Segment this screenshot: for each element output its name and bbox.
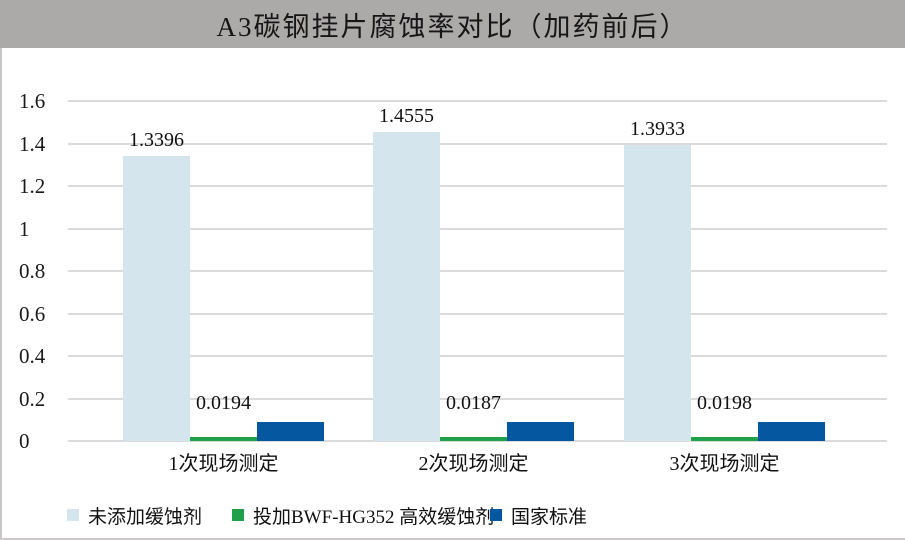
legend-item-series1: 投加BWF-HG352 高效缓蚀剂 bbox=[232, 505, 494, 528]
legend-swatch-series0 bbox=[67, 509, 79, 521]
gridline-0.6 bbox=[68, 312, 887, 315]
gridline-1.2 bbox=[68, 185, 887, 187]
bar-series0-cat1 bbox=[373, 131, 440, 441]
chart-title-band: A3碳钢挂片腐蚀率对比（加药前后） bbox=[0, 0, 905, 48]
y-tick-label-0.8: 0.8 bbox=[19, 259, 46, 283]
value-label-series0-cat0: 1.3396 bbox=[129, 129, 184, 152]
value-label-series1-cat1: 0.0187 bbox=[446, 392, 501, 415]
gridline-0.8 bbox=[68, 270, 887, 272]
gridline-0.4 bbox=[68, 355, 887, 357]
bar-series1-cat2 bbox=[691, 436, 758, 441]
value-label-series0-cat2: 1.3933 bbox=[630, 117, 685, 140]
legend-label-series2: 国家标准 bbox=[511, 506, 588, 528]
y-tick-label-1.4: 1.4 bbox=[19, 131, 46, 156]
legend-item-series2: 国家标准 bbox=[490, 505, 587, 528]
gridline-1.6 bbox=[68, 100, 887, 102]
bar-series0-cat2 bbox=[624, 144, 691, 441]
category-label-1: 1次现场测定 bbox=[168, 453, 279, 475]
legend-label-series1: 投加BWF-HG352 高效缓蚀剂 bbox=[253, 506, 495, 528]
y-tick-label-0.2: 0.2 bbox=[19, 386, 46, 411]
category-label-3: 3次现场测定 bbox=[669, 453, 780, 475]
bar-series2-cat1 bbox=[507, 421, 574, 441]
y-tick-label-1: 1 bbox=[19, 216, 30, 241]
gridline-0.2 bbox=[68, 397, 887, 400]
chart-title: A3碳钢挂片腐蚀率对比（加药前后） bbox=[216, 11, 689, 42]
legend-label-series0: 未添加缓蚀剂 bbox=[88, 506, 203, 528]
bar-series1-cat0 bbox=[190, 436, 257, 441]
bar-series2-cat2 bbox=[758, 421, 825, 441]
y-tick-label-0.4: 0.4 bbox=[19, 344, 46, 368]
window-bottom-edge bbox=[0, 538, 905, 540]
gridline-1.4 bbox=[68, 142, 887, 145]
y-tick-label-0.6: 0.6 bbox=[19, 301, 46, 326]
y-tick-label-1.2: 1.2 bbox=[19, 174, 46, 198]
category-label-2: 2次现场测定 bbox=[418, 453, 529, 475]
gridline-0 bbox=[68, 440, 887, 442]
bar-series1-cat1 bbox=[440, 437, 507, 441]
legend-item-series0: 未添加缓蚀剂 bbox=[67, 505, 202, 528]
value-label-series1-cat0: 0.0194 bbox=[196, 391, 251, 414]
gridline-1 bbox=[68, 227, 887, 230]
y-tick-label-0: 0 bbox=[19, 429, 30, 453]
bar-series0-cat0 bbox=[123, 156, 190, 441]
chart-plot-area: 0 0.2 0.4 0.6 0.8 1 1.2 1.4 1.6 1.3396 1.4555 1.393… bbox=[0, 48, 905, 540]
legend-swatch-series2 bbox=[490, 509, 502, 521]
y-tick-label-1.6: 1.6 bbox=[19, 89, 46, 113]
bar-series2-cat0 bbox=[257, 421, 324, 441]
value-label-series1-cat2: 0.0198 bbox=[697, 391, 752, 414]
value-label-series0-cat1: 1.4555 bbox=[379, 104, 434, 127]
legend-swatch-series1 bbox=[232, 509, 244, 521]
